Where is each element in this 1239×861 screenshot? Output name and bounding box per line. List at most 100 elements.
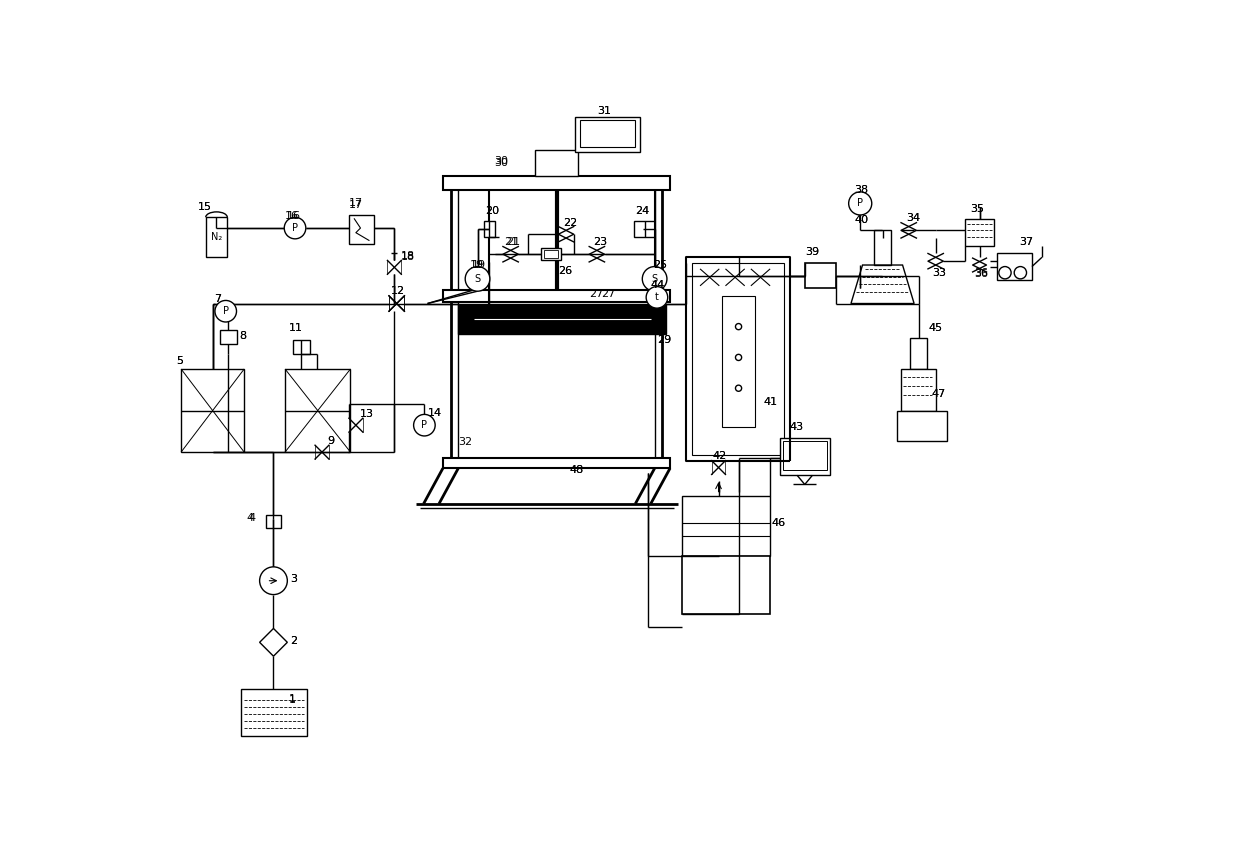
Circle shape xyxy=(736,324,742,330)
Text: 42: 42 xyxy=(712,451,726,461)
Text: 34: 34 xyxy=(907,213,921,223)
Text: N₂: N₂ xyxy=(211,232,222,242)
Text: 5: 5 xyxy=(176,356,183,366)
Text: 2: 2 xyxy=(290,635,297,646)
Text: 4: 4 xyxy=(249,512,256,523)
Text: 33: 33 xyxy=(932,268,945,278)
Text: 18: 18 xyxy=(400,252,415,263)
Text: P: P xyxy=(421,420,427,430)
Text: 8: 8 xyxy=(239,331,247,341)
Text: 48: 48 xyxy=(570,465,584,474)
Text: 46: 46 xyxy=(772,518,786,528)
Text: 26: 26 xyxy=(559,266,572,276)
Bar xyxy=(911,338,927,369)
Bar xyxy=(681,496,771,556)
Text: 12: 12 xyxy=(390,286,405,296)
Text: 25: 25 xyxy=(653,260,668,270)
Text: 4: 4 xyxy=(247,512,254,523)
Text: 36: 36 xyxy=(974,269,989,279)
Text: 1: 1 xyxy=(289,693,296,703)
Text: 41: 41 xyxy=(763,397,777,407)
Text: 22: 22 xyxy=(563,218,577,227)
Text: 25: 25 xyxy=(653,260,668,270)
Text: 29: 29 xyxy=(657,336,672,345)
Text: 46: 46 xyxy=(772,518,786,528)
Text: 13: 13 xyxy=(359,409,374,418)
Text: 23: 23 xyxy=(593,237,607,247)
Bar xyxy=(458,304,667,334)
Text: 40: 40 xyxy=(855,215,869,226)
Circle shape xyxy=(849,192,872,215)
Text: 45: 45 xyxy=(928,323,942,333)
Text: S: S xyxy=(475,274,481,284)
Bar xyxy=(681,556,771,614)
Text: 8: 8 xyxy=(239,331,247,341)
Text: 22: 22 xyxy=(563,218,577,227)
Text: 38: 38 xyxy=(854,185,869,195)
Bar xyxy=(206,217,227,257)
Text: 17: 17 xyxy=(349,200,363,210)
Text: 38: 38 xyxy=(854,185,869,195)
Text: 16: 16 xyxy=(285,211,299,220)
Bar xyxy=(897,412,948,441)
Text: 20: 20 xyxy=(486,206,499,216)
Text: 21: 21 xyxy=(504,237,519,247)
Text: 32: 32 xyxy=(458,437,472,447)
Text: 27: 27 xyxy=(601,289,615,300)
Text: 1: 1 xyxy=(289,695,296,705)
Text: 24: 24 xyxy=(636,206,649,216)
Bar xyxy=(580,121,634,147)
Text: 23: 23 xyxy=(593,237,607,247)
Text: 45: 45 xyxy=(928,323,942,333)
Bar xyxy=(442,177,670,190)
Circle shape xyxy=(465,267,489,291)
Text: 17: 17 xyxy=(349,198,363,208)
Text: 21: 21 xyxy=(506,237,520,247)
Text: 30: 30 xyxy=(494,158,508,169)
Text: 44: 44 xyxy=(650,280,665,290)
Circle shape xyxy=(642,267,667,291)
Bar xyxy=(535,150,577,177)
Bar xyxy=(442,289,670,302)
Text: 31: 31 xyxy=(597,106,611,116)
Text: 30: 30 xyxy=(494,156,508,166)
Text: 26: 26 xyxy=(559,266,572,276)
Text: 44: 44 xyxy=(650,280,665,290)
Text: 33: 33 xyxy=(932,268,945,278)
Bar xyxy=(266,515,281,528)
Bar xyxy=(292,340,310,354)
Text: 28: 28 xyxy=(465,305,478,314)
Text: 28: 28 xyxy=(462,305,476,314)
Circle shape xyxy=(647,287,668,308)
Text: 36: 36 xyxy=(974,268,989,278)
Circle shape xyxy=(736,355,742,361)
Bar xyxy=(349,215,374,245)
Text: 15: 15 xyxy=(198,202,212,213)
Text: 39: 39 xyxy=(805,247,819,257)
Text: 39: 39 xyxy=(805,247,819,257)
Text: 31: 31 xyxy=(597,106,611,116)
Text: 15: 15 xyxy=(198,202,212,213)
Text: 19: 19 xyxy=(471,260,486,270)
Text: 14: 14 xyxy=(427,408,441,418)
Text: 35: 35 xyxy=(970,204,984,214)
Bar xyxy=(997,253,1032,281)
Text: 40: 40 xyxy=(855,215,869,226)
Text: 27: 27 xyxy=(590,289,603,300)
Text: 18: 18 xyxy=(400,251,415,261)
Text: 35: 35 xyxy=(970,204,984,214)
Text: P: P xyxy=(223,307,229,316)
Bar xyxy=(442,457,670,468)
Text: P: P xyxy=(857,198,864,208)
Bar xyxy=(242,689,306,736)
Bar xyxy=(783,441,828,470)
Bar xyxy=(901,369,937,412)
Bar xyxy=(965,219,994,245)
Text: 3: 3 xyxy=(290,574,297,584)
Text: 7: 7 xyxy=(214,294,222,304)
Text: 47: 47 xyxy=(932,389,947,400)
Text: 29: 29 xyxy=(657,336,672,345)
Text: 42: 42 xyxy=(712,451,726,461)
Bar xyxy=(181,369,244,452)
Text: t: t xyxy=(655,293,659,302)
